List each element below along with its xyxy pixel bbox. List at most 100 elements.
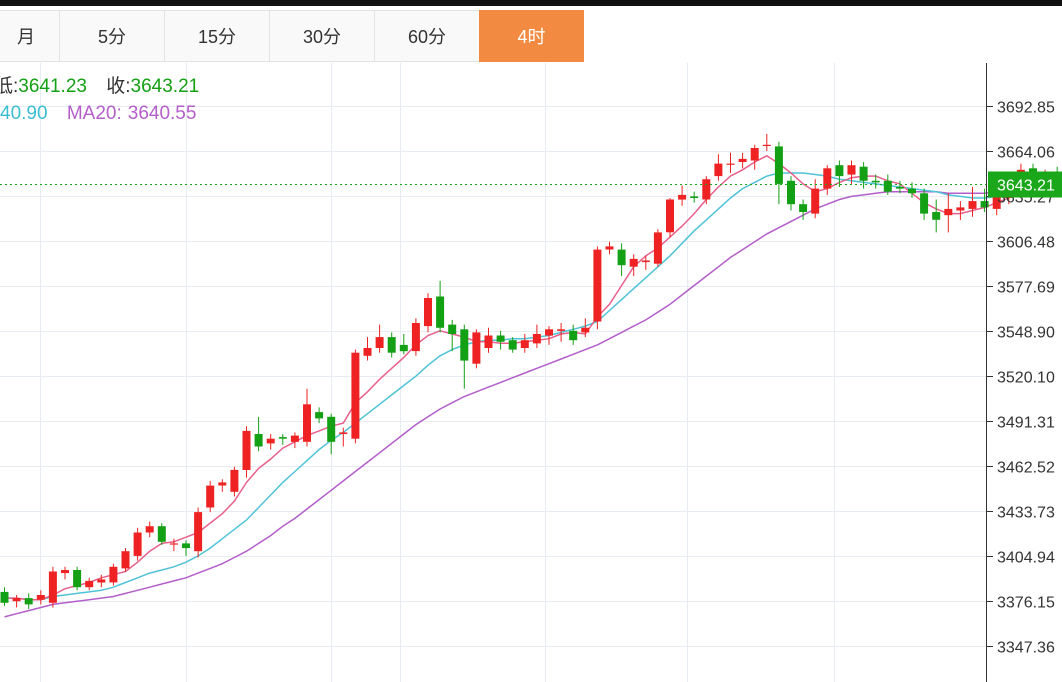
candle-body — [278, 437, 287, 439]
candle-body — [762, 144, 771, 146]
candle-body — [992, 196, 1001, 209]
candle — [653, 229, 662, 267]
tab-15min[interactable]: 15分 — [164, 10, 270, 62]
candle — [750, 144, 759, 170]
candle-body — [133, 532, 142, 556]
tab-month[interactable]: 月 — [0, 10, 60, 62]
moving-average-lines — [4, 154, 1062, 618]
candle-body — [799, 204, 808, 212]
candle — [363, 337, 372, 361]
candle-body — [690, 196, 699, 198]
candle-body — [315, 412, 324, 419]
legend-ma20-label: MA20: — [66, 103, 122, 124]
candle — [774, 141, 783, 205]
candle — [436, 280, 445, 333]
legend-ma10-value: 40.90 — [0, 103, 48, 124]
candles — [0, 133, 1062, 610]
candle — [303, 388, 311, 447]
candle-body — [750, 148, 759, 161]
candle — [920, 188, 929, 220]
y-tick-label: 3433.73 — [997, 505, 1055, 522]
candle — [641, 255, 650, 270]
candle-body — [351, 352, 360, 439]
candle-body — [12, 598, 21, 602]
candle-body — [448, 324, 457, 334]
candle — [169, 538, 178, 552]
candle — [375, 324, 384, 353]
candle-body — [678, 194, 687, 200]
candle-body — [24, 598, 33, 605]
candle-body — [847, 165, 856, 175]
candle — [230, 466, 239, 497]
y-tick-label: 3520.10 — [997, 370, 1055, 387]
candle-body — [266, 438, 275, 444]
legend-low-label: 低: — [0, 76, 19, 97]
candle-body — [194, 512, 203, 552]
candle — [883, 174, 892, 195]
candle-body — [169, 543, 178, 545]
ma5-line — [4, 154, 1062, 601]
candle — [387, 332, 396, 358]
candle-body — [399, 344, 408, 352]
candle-body — [411, 323, 420, 352]
candle — [605, 241, 614, 255]
candle-body — [908, 188, 916, 194]
candle — [484, 327, 493, 353]
tab-30min[interactable]: 30分 — [269, 10, 375, 62]
y-tick-label: 3606.48 — [997, 235, 1055, 252]
candle — [968, 187, 977, 217]
candle-body — [968, 201, 977, 209]
candle-body — [980, 201, 989, 208]
last-price-marker: 3643.21 — [0, 171, 1062, 198]
candle-body — [666, 199, 674, 233]
period-tabs: 月 5分 15分 30分 60分 4时 — [0, 6, 1062, 63]
y-tick-label: 3577.69 — [997, 280, 1055, 297]
tab-5min[interactable]: 5分 — [59, 10, 165, 62]
candle-body — [182, 543, 190, 549]
candle-body — [157, 526, 166, 542]
candle-body — [641, 260, 650, 263]
candle-body — [109, 566, 118, 583]
candle-body — [714, 163, 723, 177]
candle — [218, 479, 227, 492]
candle — [254, 416, 263, 452]
candle-body — [484, 335, 493, 348]
candle-body — [605, 246, 614, 250]
candle-body — [944, 208, 953, 216]
candle-body — [242, 430, 251, 470]
last-price-badge — [988, 171, 1062, 198]
candle-body — [617, 249, 626, 266]
candle-body — [290, 435, 299, 442]
candle-body — [424, 298, 432, 327]
candle-body — [48, 571, 57, 603]
candle — [399, 334, 408, 355]
candle-body — [520, 340, 529, 348]
candle — [532, 324, 541, 348]
legend-close-value: 3643.21 — [130, 76, 200, 97]
candle — [266, 434, 275, 450]
candle — [799, 199, 808, 220]
candle — [290, 432, 299, 449]
candle — [823, 165, 832, 195]
candle-body — [61, 570, 69, 574]
candle — [121, 548, 130, 572]
price-axis: 3692.853664.063635.273606.483577.693548.… — [986, 63, 1055, 682]
tab-60min[interactable]: 60分 — [374, 10, 480, 62]
candle-body — [569, 330, 578, 341]
candle — [448, 319, 457, 352]
y-tick-label: 3692.85 — [997, 100, 1055, 117]
candle — [351, 349, 360, 444]
tab-4hour[interactable]: 4时 — [479, 10, 584, 62]
candle-body — [303, 404, 311, 442]
candle — [581, 318, 590, 338]
candle — [194, 507, 203, 558]
candle — [871, 174, 880, 189]
candle-body — [653, 232, 662, 264]
candle-body — [932, 212, 941, 220]
y-tick-label: 3376.15 — [997, 595, 1055, 612]
candle — [411, 318, 420, 356]
candle — [24, 593, 33, 610]
candle — [73, 566, 82, 591]
candle — [472, 329, 481, 369]
